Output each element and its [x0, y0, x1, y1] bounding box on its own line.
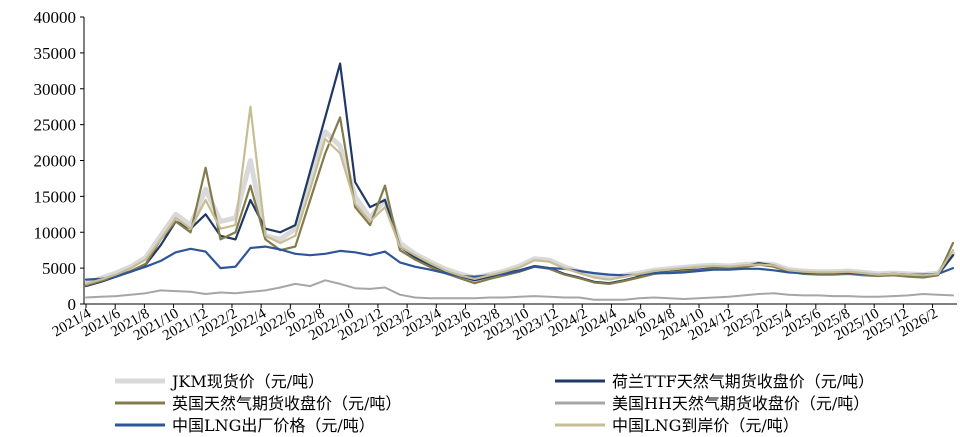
y-tick-label: 10000: [34, 223, 77, 242]
y-tick-label: 20000: [34, 152, 77, 171]
series-line-1: [84, 62, 955, 288]
y-axis-ticks: 0 5000 10000 15000 20000 25000 30000 35000 40000: [34, 8, 84, 314]
legend-label: 英国天然气期货收盘价（元/吨）: [172, 394, 401, 413]
y-tick-label: 25000: [34, 116, 77, 135]
y-tick-label: 0: [68, 295, 77, 314]
series-line-5: [84, 105, 955, 285]
legend-label: 中国LNG出厂价格（元/吨）: [172, 416, 375, 435]
y-tick-label: 15000: [34, 187, 77, 206]
legend-label: 荷兰TTF天然气期货收盘价（元/吨）: [612, 372, 874, 391]
series-layer: [83, 62, 956, 301]
series-line-0: [83, 129, 956, 286]
legend: JKM现货价（元/吨） 荷兰TTF天然气期货收盘价（元/吨） 英国天然气期货收盘价（…: [115, 372, 874, 435]
legend-label: 中国LNG到岸价（元/吨）: [612, 416, 799, 435]
x-axis-ticks: 2021/42021/62021/82021/102021/122022/220…: [50, 304, 941, 344]
y-tick-label: 35000: [34, 44, 77, 63]
legend-label: 美国HH天然气期货收盘价（元/吨）: [612, 394, 869, 413]
y-tick-label: 40000: [34, 8, 77, 27]
legend-label: JKM现货价（元/吨）: [170, 372, 324, 391]
series-line-2: [84, 116, 955, 287]
y-tick-label: 30000: [34, 80, 77, 99]
y-tick-label: 5000: [42, 259, 76, 278]
